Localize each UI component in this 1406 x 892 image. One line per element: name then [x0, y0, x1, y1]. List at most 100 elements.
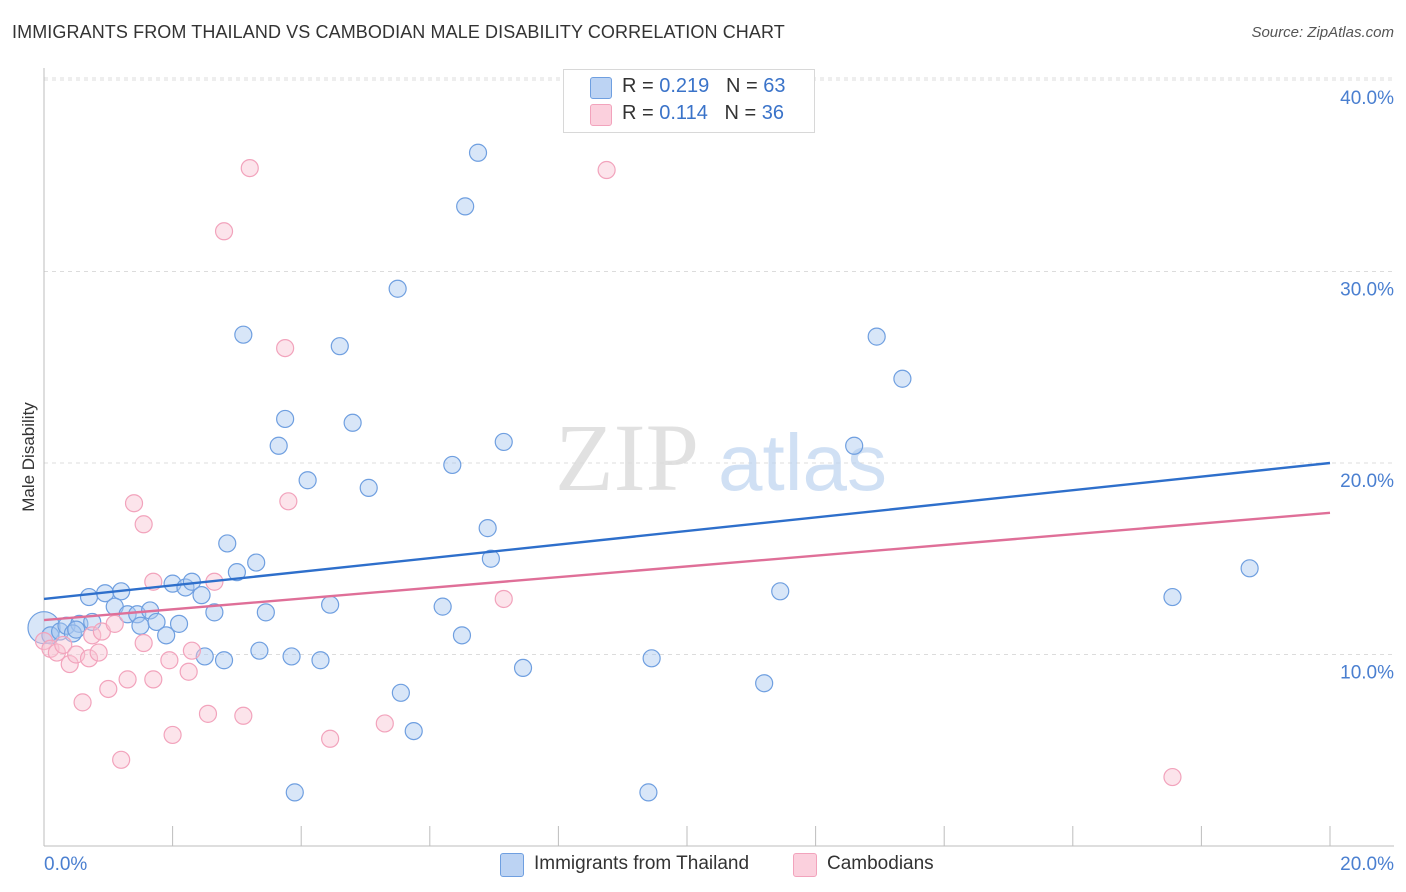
thailand-point	[67, 620, 86, 639]
thailand-point	[1240, 559, 1259, 578]
thailand-point	[478, 519, 497, 538]
cambodia-point	[124, 494, 144, 513]
cambodia-point	[1163, 767, 1182, 787]
cambodia-point	[160, 651, 179, 670]
thailand-point	[131, 616, 150, 635]
r-value: 0.114	[659, 102, 708, 124]
cambodia-point	[118, 670, 137, 689]
thailand-point	[642, 649, 661, 668]
legend-item-label: Immigrants from Thailand	[534, 853, 750, 874]
thailand-point	[639, 783, 658, 802]
thailand-point	[867, 327, 886, 346]
thailand-point	[443, 455, 462, 475]
thailand-point	[456, 197, 475, 216]
cambodia-point	[83, 626, 102, 645]
thailand-trend-line	[43, 461, 1331, 601]
source-label: Source: ZipAtlas.com	[1251, 24, 1394, 41]
y-tick-label-20: 20.0%	[1340, 471, 1394, 492]
n-label: N =	[725, 75, 764, 97]
chart-title: IMMIGRANTS FROM THAILAND VS CAMBODIAN MA…	[12, 22, 785, 42]
y-tick-label-10: 10.0%	[1340, 663, 1394, 684]
thailand-point	[147, 612, 166, 632]
thailand-point	[218, 534, 237, 553]
x-tick-label-min: 0.0%	[44, 854, 87, 875]
trend-lines	[43, 461, 1331, 622]
legend-series: Immigrants from Thailand Cambodians	[0, 852, 1406, 878]
legend-item-label: Cambodians	[827, 853, 934, 874]
thailand-point	[452, 626, 472, 645]
thailand-point	[214, 651, 234, 670]
thailand-point	[269, 436, 288, 455]
thailand-point	[404, 721, 423, 741]
thailand-point	[359, 478, 378, 497]
thailand-point	[771, 582, 790, 601]
cambodia-point	[198, 704, 218, 723]
cambodia-point	[597, 160, 616, 180]
thailand-point	[276, 409, 295, 429]
thailand-point	[311, 651, 330, 670]
cambodia-point	[494, 589, 513, 609]
cambodia-point	[54, 635, 73, 655]
thailand-point	[481, 549, 500, 568]
series-cambodia-points	[34, 158, 1182, 787]
cambodia-swatch	[590, 104, 612, 126]
thailand-point	[494, 432, 513, 452]
watermark-atlas: atlas	[718, 418, 887, 507]
thailand-swatch	[590, 77, 612, 99]
legend-stats: R = 0.219 N = 63 R = 0.114 N = 36	[563, 69, 815, 133]
thailand-point	[845, 436, 864, 455]
y-tick-label-30: 30.0%	[1340, 280, 1394, 301]
cambodia-point	[60, 654, 79, 674]
cambodia-point	[144, 670, 163, 689]
thailand-point	[205, 603, 224, 622]
watermark-zip: ZIP	[555, 404, 699, 511]
cambodia-point	[321, 729, 340, 748]
cambodia-point	[240, 158, 259, 178]
cambodia-point	[112, 750, 131, 769]
thailand-point	[169, 614, 189, 633]
thailand-point	[513, 658, 533, 678]
cambodia-point	[73, 693, 92, 712]
cambodia-trend-line	[43, 511, 1331, 622]
thailand-point	[192, 586, 211, 605]
legend-stats-cambodia-text: R = 0.114 N = 36	[622, 102, 784, 125]
cambodia-point	[134, 633, 153, 653]
cambodia-point	[134, 515, 153, 534]
thailand-point	[391, 683, 410, 702]
watermark: ZIP atlas	[555, 404, 887, 511]
cambodia-swatch	[793, 853, 817, 877]
thailand-point	[282, 647, 301, 666]
cambodia-point	[105, 614, 124, 633]
n-label: N =	[724, 102, 762, 124]
thailand-point	[755, 674, 774, 693]
axes	[43, 68, 1394, 847]
thailand-point	[298, 471, 317, 490]
cambodia-point	[163, 725, 182, 745]
thailand-point	[343, 413, 362, 432]
thailand-point	[330, 337, 349, 356]
x-ticks	[172, 826, 1331, 846]
thailand-swatch	[500, 853, 524, 877]
thailand-point	[227, 563, 246, 582]
r-value: 0.219	[659, 75, 710, 97]
cambodia-point	[276, 339, 295, 358]
legend-stats-thailand-text: R = 0.219 N = 63	[622, 75, 785, 98]
cambodia-point	[234, 706, 253, 725]
thailand-point	[468, 143, 488, 162]
cambodia-point	[99, 679, 118, 699]
x-tick-label-max: 20.0%	[1340, 854, 1394, 875]
cambodia-point	[182, 641, 201, 660]
r-label: R =	[622, 102, 660, 124]
thailand-point	[1163, 587, 1182, 607]
cambodia-point	[214, 222, 234, 241]
y-tick-label-40: 40.0%	[1340, 88, 1394, 109]
thailand-point	[79, 587, 99, 607]
y-axis-label: Male Disability	[19, 402, 38, 512]
thailand-point	[250, 641, 269, 660]
thailand-point	[83, 612, 102, 632]
cambodia-point	[179, 662, 198, 681]
thailand-point	[285, 783, 304, 802]
cambodia-point	[375, 714, 394, 733]
thailand-point	[893, 369, 912, 388]
